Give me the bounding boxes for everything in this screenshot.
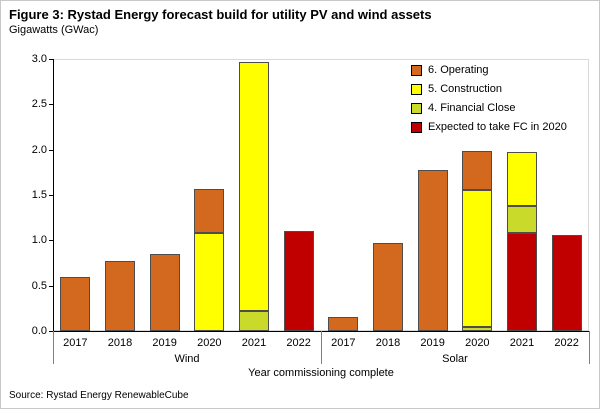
- x-category-label: 2020: [197, 337, 222, 349]
- x-category-label: 2018: [107, 337, 133, 349]
- x-category-label: 2018: [375, 337, 401, 349]
- x-axis-separator: [53, 331, 54, 364]
- legend-label: 4. Financial Close: [428, 102, 516, 114]
- x-axis-separator: [589, 331, 590, 364]
- source-note: Source: Rystad Energy RenewableCube: [9, 390, 189, 401]
- bar-segment: [239, 61, 269, 312]
- x-axis-separator: [321, 331, 322, 364]
- bar-segment: [373, 243, 403, 331]
- bar-segment: [328, 317, 359, 331]
- y-tick-mark: [49, 331, 53, 332]
- legend-swatch: [411, 102, 422, 114]
- x-group-label: Solar: [442, 353, 468, 365]
- y-tick-mark: [49, 240, 53, 242]
- y-tick-mark: [49, 59, 53, 60]
- bar-segment: [462, 190, 493, 328]
- bar-segment: [507, 205, 537, 234]
- bar-segment: [283, 231, 314, 331]
- bar-segment: [194, 188, 225, 234]
- y-tick-mark: [49, 195, 53, 196]
- y-axis-line: [53, 59, 54, 332]
- x-axis-title: Year commissioning complete: [248, 367, 394, 379]
- bar-segment: [507, 233, 537, 331]
- chart-subtitle: Gigawatts (GWac): [9, 24, 99, 36]
- y-tick-mark: [49, 149, 53, 151]
- legend-label: 5. Construction: [428, 83, 502, 95]
- bar-segment: [239, 311, 269, 331]
- y-tick-label: 1.5: [31, 189, 47, 201]
- legend-item: Expected to take FC in 2020: [411, 121, 567, 133]
- legend-swatch: [411, 83, 422, 95]
- bar-segment: [105, 261, 135, 331]
- legend-swatch: [411, 64, 422, 76]
- legend-label: Expected to take FC in 2020: [428, 121, 567, 133]
- x-category-label: 2022: [286, 337, 311, 349]
- y-tick-label: 3.0: [31, 53, 47, 65]
- y-tick-mark: [49, 104, 53, 106]
- bar-segment: [194, 233, 225, 331]
- x-category-label: 2019: [420, 337, 445, 349]
- y-tick-mark: [49, 285, 53, 287]
- x-category-label: 2019: [152, 337, 177, 349]
- bar-segment: [149, 253, 180, 331]
- legend-label: 6. Operating: [428, 64, 489, 76]
- legend-item: 6. Operating: [411, 64, 567, 76]
- x-category-label: 2020: [465, 337, 490, 349]
- y-tick-label: 0.0: [31, 325, 47, 337]
- x-category-label: 2021: [509, 337, 535, 349]
- bar-segment: [507, 152, 537, 206]
- chart-title: Figure 3: Rystad Energy forecast build f…: [9, 7, 432, 22]
- legend-item: 5. Construction: [411, 83, 567, 95]
- legend-swatch: [411, 121, 422, 133]
- y-tick-label: 2.5: [31, 98, 47, 111]
- bar-segment: [551, 234, 582, 331]
- x-category-label: 2017: [63, 337, 88, 349]
- y-tick-label: 1.0: [31, 234, 47, 247]
- legend: 6. Operating 5. Construction 4. Financial …: [411, 64, 567, 140]
- x-group-label: Wind: [174, 353, 200, 365]
- bar-segment: [462, 327, 493, 331]
- x-category-label: 2017: [331, 337, 356, 349]
- bar-segment: [462, 151, 493, 191]
- legend-item: 4. Financial Close: [411, 102, 567, 114]
- x-category-label: 2021: [241, 337, 267, 349]
- bar-segment: [60, 276, 91, 331]
- x-category-label: 2022: [554, 337, 579, 349]
- bar-segment: [417, 169, 448, 331]
- y-tick-label: 0.5: [31, 279, 47, 292]
- y-tick-label: 2.0: [31, 143, 47, 156]
